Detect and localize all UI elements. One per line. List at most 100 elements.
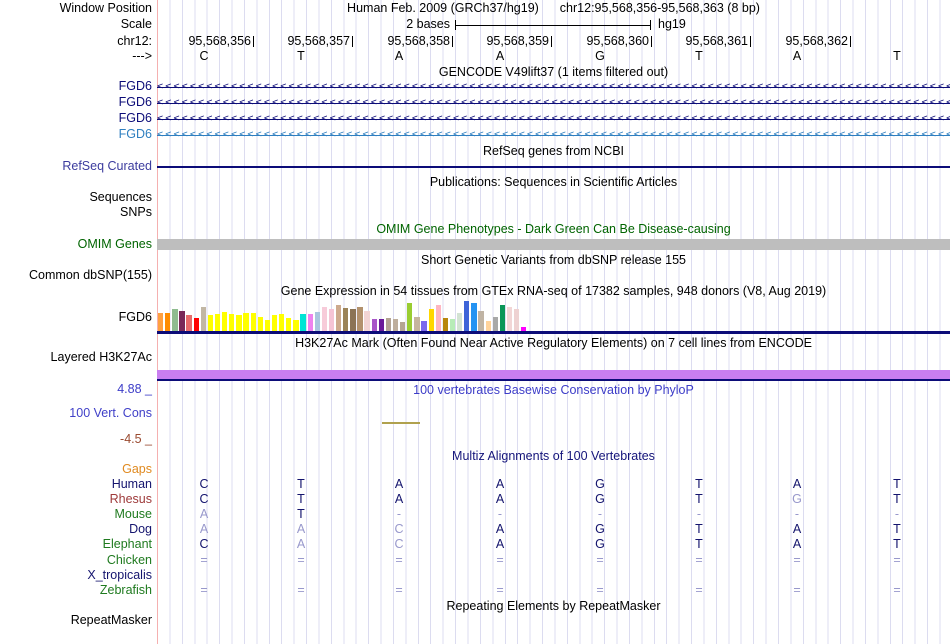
gtex-bar[interactable] — [442, 318, 449, 331]
gtex-bar[interactable] — [514, 309, 520, 331]
gtex-bar[interactable] — [506, 307, 513, 331]
alignment-base: = — [395, 583, 403, 597]
gtex-bar[interactable] — [158, 313, 164, 331]
dbsnp-label[interactable]: Common dbSNP(155) — [29, 268, 152, 282]
sequences-label[interactable]: Sequences — [89, 190, 152, 204]
gtex-bar[interactable] — [343, 308, 349, 331]
gene-label[interactable]: FGD6 — [118, 111, 152, 125]
gtex-bar[interactable] — [293, 320, 299, 331]
gene-label[interactable]: FGD6 — [118, 95, 152, 109]
omim-bar[interactable] — [157, 239, 950, 250]
species-label-dog[interactable]: Dog — [129, 522, 152, 536]
gtex-bar[interactable] — [257, 317, 263, 331]
h3k27ac-bar[interactable] — [157, 370, 950, 381]
gtex-bar[interactable] — [521, 327, 527, 331]
gtex-bar[interactable] — [243, 313, 249, 331]
ruler-coordinate: 95,568,358 — [387, 34, 450, 48]
alignment-base: A — [495, 477, 505, 491]
alignment-base: T — [695, 492, 703, 506]
gtex-bar[interactable] — [279, 314, 285, 331]
gene-transcript-row[interactable]: <<<<<<<<<<<<<<<<<<<<<<<<<<<<<<<<<<<<<<<<… — [157, 80, 950, 94]
gtex-bar[interactable] — [328, 309, 335, 331]
gtex-bar[interactable] — [464, 301, 470, 331]
alignment-base: C — [199, 477, 209, 491]
gtex-bar[interactable] — [179, 311, 185, 331]
conservation-track-label[interactable]: 100 Vert. Cons — [69, 406, 152, 420]
gtex-bar[interactable] — [421, 321, 427, 331]
alignment-base: T — [297, 507, 305, 521]
gtex-bar[interactable] — [250, 313, 256, 331]
alignment-base: = — [596, 553, 604, 567]
species-label-x_tropicalis[interactable]: X_tropicalis — [87, 568, 152, 582]
gtex-bar[interactable] — [485, 321, 491, 331]
gencode-title: GENCODE V49lift37 (1 items filtered out) — [438, 65, 669, 79]
gtex-bar[interactable] — [200, 307, 207, 331]
gtex-bar[interactable] — [307, 314, 313, 331]
gtex-bar[interactable] — [435, 305, 441, 331]
gtex-bar[interactable] — [193, 318, 199, 331]
snps-label[interactable]: SNPs — [120, 205, 152, 219]
ruler-coordinate: 95,568,360 — [586, 34, 649, 48]
gtex-bar[interactable] — [222, 312, 228, 331]
alignment-base: G — [595, 522, 605, 536]
gtex-bar[interactable] — [264, 320, 271, 331]
gtex-bar[interactable] — [207, 315, 214, 331]
alignment-base: - — [696, 507, 702, 521]
gtex-bar[interactable] — [499, 305, 506, 331]
gtex-bar[interactable] — [286, 318, 292, 331]
gtex-bar[interactable] — [457, 313, 463, 331]
gtex-bar[interactable] — [492, 317, 498, 331]
alignment-base: T — [297, 492, 305, 506]
gtex-bar[interactable] — [385, 318, 392, 331]
gtex-bar[interactable] — [350, 309, 356, 331]
refseq-curated-label[interactable]: RefSeq Curated — [62, 159, 152, 173]
gtex-bar[interactable] — [371, 319, 377, 331]
gtex-bar[interactable] — [378, 319, 385, 331]
gtex-bar[interactable] — [407, 303, 413, 331]
gtex-bar[interactable] — [214, 314, 221, 331]
gtex-bar[interactable] — [357, 307, 363, 331]
species-label-gaps[interactable]: Gaps — [122, 462, 152, 476]
conservation-segment — [382, 422, 420, 424]
gtex-bar[interactable] — [392, 319, 399, 331]
chromosome-label: chr12: — [117, 34, 152, 48]
gtex-bar[interactable] — [314, 312, 320, 331]
species-label-elephant[interactable]: Elephant — [102, 537, 152, 551]
species-label-chicken[interactable]: Chicken — [106, 553, 152, 567]
sequence-base: T — [893, 49, 901, 63]
species-label-zebrafish[interactable]: Zebrafish — [99, 583, 152, 597]
gtex-bar[interactable] — [471, 303, 477, 331]
alignment-base: A — [495, 537, 505, 551]
gtex-bar[interactable] — [236, 315, 242, 331]
gene-label[interactable]: FGD6 — [118, 79, 152, 93]
gene-transcript-row[interactable]: <<<<<<<<<<<<<<<<<<<<<<<<<<<<<<<<<<<<<<<<… — [157, 128, 950, 142]
alignment-base: T — [695, 522, 703, 536]
gtex-bar[interactable] — [300, 314, 306, 331]
gtex-bar[interactable] — [414, 317, 420, 331]
gtex-bar[interactable] — [271, 315, 278, 331]
gene-transcript-row[interactable]: <<<<<<<<<<<<<<<<<<<<<<<<<<<<<<<<<<<<<<<<… — [157, 96, 950, 110]
gtex-bar[interactable] — [478, 311, 484, 331]
omim-genes-label[interactable]: OMIM Genes — [77, 237, 152, 251]
gtex-gene-label[interactable]: FGD6 — [118, 310, 152, 324]
gtex-bar[interactable] — [165, 313, 171, 331]
gene-transcript-row[interactable]: <<<<<<<<<<<<<<<<<<<<<<<<<<<<<<<<<<<<<<<<… — [157, 112, 950, 126]
gtex-bar[interactable] — [336, 305, 342, 331]
gtex-bar[interactable] — [364, 311, 370, 331]
gtex-bar[interactable] — [321, 307, 328, 331]
species-label-mouse[interactable]: Mouse — [114, 507, 152, 521]
gtex-bar[interactable] — [428, 309, 434, 331]
gtex-bar[interactable] — [172, 309, 178, 331]
gtex-bar[interactable] — [400, 322, 406, 331]
gtex-bar[interactable] — [229, 314, 235, 331]
h3k27ac-label[interactable]: Layered H3K27Ac — [50, 350, 152, 364]
refseq-curated-line[interactable] — [157, 166, 950, 168]
sequence-base: T — [297, 49, 305, 63]
species-label-rhesus[interactable]: Rhesus — [109, 492, 152, 506]
gene-label[interactable]: FGD6 — [118, 127, 152, 141]
gtex-bar[interactable] — [186, 315, 192, 331]
alignment-base: A — [394, 492, 404, 506]
repeatmasker-label[interactable]: RepeatMasker — [70, 613, 152, 627]
species-label-human[interactable]: Human — [111, 477, 152, 491]
gtex-bar[interactable] — [449, 319, 456, 331]
